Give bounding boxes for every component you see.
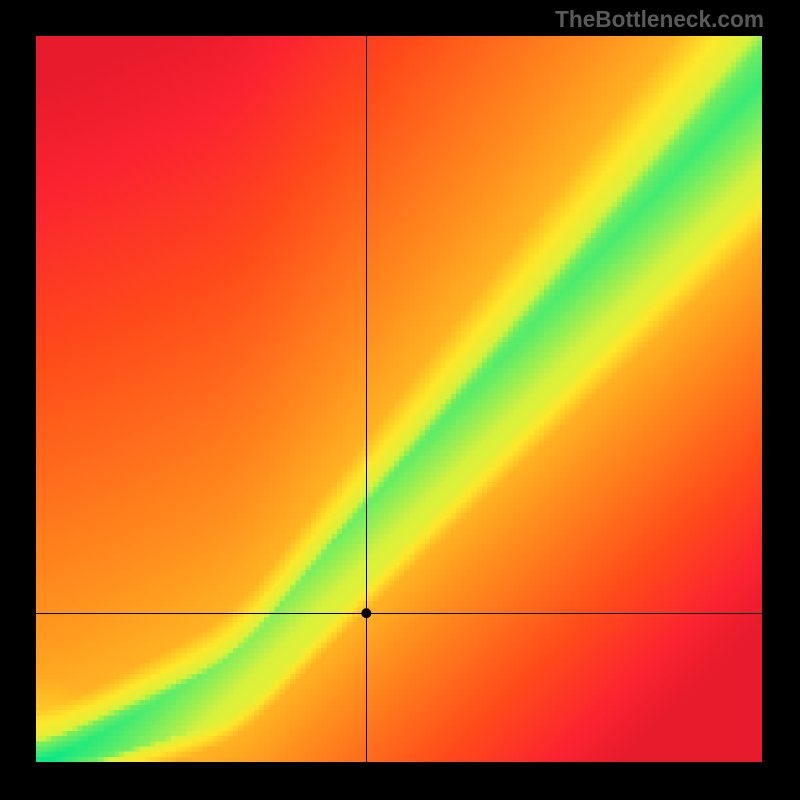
crosshair-overlay: [36, 36, 762, 762]
chart-container: { "canvas": { "width_px": 800, "height_p…: [0, 0, 800, 800]
watermark-text: TheBottleneck.com: [555, 6, 764, 33]
